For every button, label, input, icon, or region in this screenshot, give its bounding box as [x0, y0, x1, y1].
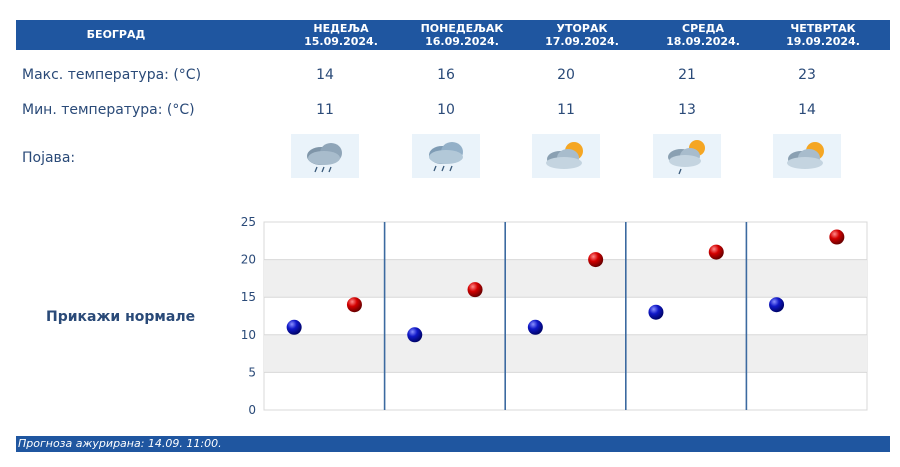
min-temp-point: [286, 319, 302, 335]
partly-sunny-rain-icon: [653, 134, 721, 178]
y-tick-label: 10: [241, 328, 256, 342]
cloud-rain-icon: [291, 134, 359, 178]
day-name: УТОРАК: [556, 22, 608, 35]
grid-band: [264, 259, 867, 298]
day-date: 19.09.2024.: [786, 35, 860, 48]
max-temp-point: [467, 282, 483, 298]
min-temp-label: Мин. температура: (°C): [22, 102, 195, 118]
city-name: БЕОГРАД: [86, 28, 146, 41]
sun-behind-cloud-icon: [532, 134, 600, 178]
day-date: 16.09.2024.: [425, 35, 499, 48]
phenomenon-label: Појава:: [22, 150, 76, 166]
min-temp-value: 14: [798, 102, 816, 118]
max-temp-point: [346, 297, 362, 313]
min-temp-value: 11: [557, 102, 575, 118]
max-temp-point: [829, 229, 845, 245]
update-time-text: Прогноза ажурирана: 14.09. 11:00.: [18, 437, 222, 450]
day-date: 15.09.2024.: [304, 35, 378, 48]
day-name: ЧЕТВРТАК: [790, 22, 856, 35]
max-temp-value: 23: [798, 67, 816, 83]
update-footer: Прогноза ажурирана: 14.09. 11:00.: [16, 436, 890, 452]
min-temp-value: 10: [437, 102, 455, 118]
min-temp-value: 13: [678, 102, 696, 118]
min-temp-value: 11: [316, 102, 334, 118]
y-tick-label: 5: [248, 365, 256, 379]
min-temp-point: [769, 297, 785, 313]
day-name: СРЕДА: [682, 22, 724, 35]
day-column-2: УТОРАК 17.09.2024.: [527, 22, 637, 48]
min-temp-point: [407, 327, 423, 343]
day-date: 18.09.2024.: [666, 35, 740, 48]
day-column-3: СРЕДА 18.09.2024.: [648, 22, 758, 48]
max-temp-value: 21: [678, 67, 696, 83]
max-temp-value: 14: [316, 67, 334, 83]
y-tick-label: 25: [241, 215, 256, 229]
day-date: 17.09.2024.: [545, 35, 619, 48]
plot-area: [263, 221, 868, 411]
forecast-header: БЕОГРАД НЕДЕЉА 15.09.2024. ПОНЕДЕЉАК 16.…: [16, 20, 890, 50]
grid-band: [264, 334, 867, 373]
day-name: НЕДЕЉА: [313, 22, 369, 35]
day-name: ПОНЕДЕЉАК: [420, 22, 504, 35]
cloud-rain-icon: [412, 134, 480, 178]
day-column-1: ПОНЕДЕЉАК 16.09.2024.: [407, 22, 517, 48]
max-temp-value: 20: [557, 67, 575, 83]
day-column-4: ЧЕТВРТАК 19.09.2024.: [768, 22, 878, 48]
max-temp-label: Макс. температура: (°C): [22, 67, 202, 83]
min-temp-point: [648, 304, 664, 320]
max-temp-value: 16: [437, 67, 455, 83]
day-column-0: НЕДЕЉА 15.09.2024.: [286, 22, 396, 48]
show-normals-link[interactable]: Прикажи нормале: [46, 309, 196, 325]
y-tick-label: 0: [248, 403, 256, 417]
max-temp-point: [588, 252, 604, 268]
sun-behind-cloud-icon: [773, 134, 841, 178]
max-temp-point: [708, 244, 724, 260]
y-tick-label: 15: [241, 290, 256, 304]
y-tick-label: 20: [241, 253, 256, 267]
min-temp-point: [527, 319, 543, 335]
